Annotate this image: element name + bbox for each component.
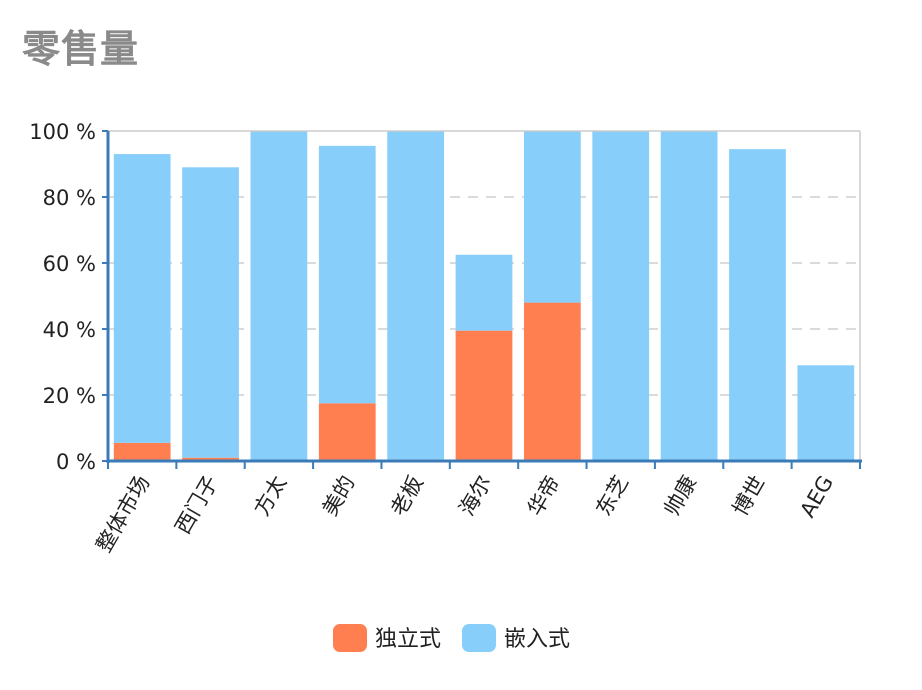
x-tick-label-4: 老板 — [386, 472, 428, 520]
y-tick-label-20: 20 % — [43, 384, 96, 408]
bar-standalone-5[interactable] — [455, 330, 513, 461]
bar-standalone-6[interactable] — [523, 302, 581, 461]
bar-builtin-8[interactable] — [660, 131, 718, 461]
x-tick-labels: 整体市场 西门子 方太 美的 老板 海尔 华帝 东芝 帅康 博世 AEG — [92, 461, 861, 557]
x-tick-label-3: 美的 — [318, 472, 360, 520]
axes — [106, 130, 862, 463]
x-tick-label-6: 华帝 — [523, 472, 565, 520]
bar-builtin-6[interactable] — [523, 131, 581, 303]
legend-swatch-standalone — [333, 624, 367, 652]
y-tick-label-60: 60 % — [43, 252, 96, 276]
x-tick-label-9: 博世 — [728, 472, 770, 520]
x-tick-label-0: 整体市场 — [92, 472, 155, 557]
y-tick-label-40: 40 % — [43, 318, 96, 342]
x-tick-label-5: 海尔 — [455, 472, 497, 520]
x-tick-label-8: 帅康 — [660, 472, 702, 520]
bar-standalone-1[interactable] — [182, 457, 239, 461]
y-tick-label-100: 100 % — [29, 120, 96, 144]
bar-builtin-2[interactable] — [250, 131, 308, 461]
y-tick-label-80: 80 % — [43, 186, 96, 210]
bar-standalone-3[interactable] — [318, 403, 376, 461]
x-tick-label-7: 东芝 — [591, 472, 633, 520]
y-tick-label-0: 0 % — [56, 450, 96, 474]
legend[interactable]: 独立式 嵌入式 — [333, 624, 570, 652]
bar-builtin-4[interactable] — [387, 131, 445, 460]
bar-builtin-5[interactable] — [455, 254, 513, 331]
bar-builtin-10[interactable] — [797, 365, 855, 461]
legend-label-standalone: 独立式 — [375, 627, 441, 652]
bars — [113, 131, 855, 461]
bar-standalone-0[interactable] — [113, 442, 171, 461]
bar-builtin-7[interactable] — [592, 131, 650, 461]
legend-item-standalone[interactable]: 独立式 — [333, 624, 441, 652]
legend-label-builtin: 嵌入式 — [504, 627, 570, 652]
bar-builtin-9[interactable] — [729, 149, 786, 461]
x-tick-label-1: 西门子 — [171, 472, 223, 539]
legend-swatch-builtin — [462, 624, 496, 652]
x-tick-label-10: AEG — [795, 472, 838, 522]
legend-item-builtin[interactable]: 嵌入式 — [462, 624, 570, 652]
bar-builtin-3[interactable] — [318, 145, 376, 404]
x-tick-label-2: 方太 — [249, 472, 291, 520]
chart-title: 零售量 — [22, 27, 140, 71]
bar-builtin-1[interactable] — [182, 167, 239, 458]
y-tick-labels: 0 % 20 % 40 % 60 % 80 % 100 % — [29, 120, 108, 474]
bar-builtin-0[interactable] — [113, 154, 171, 443]
